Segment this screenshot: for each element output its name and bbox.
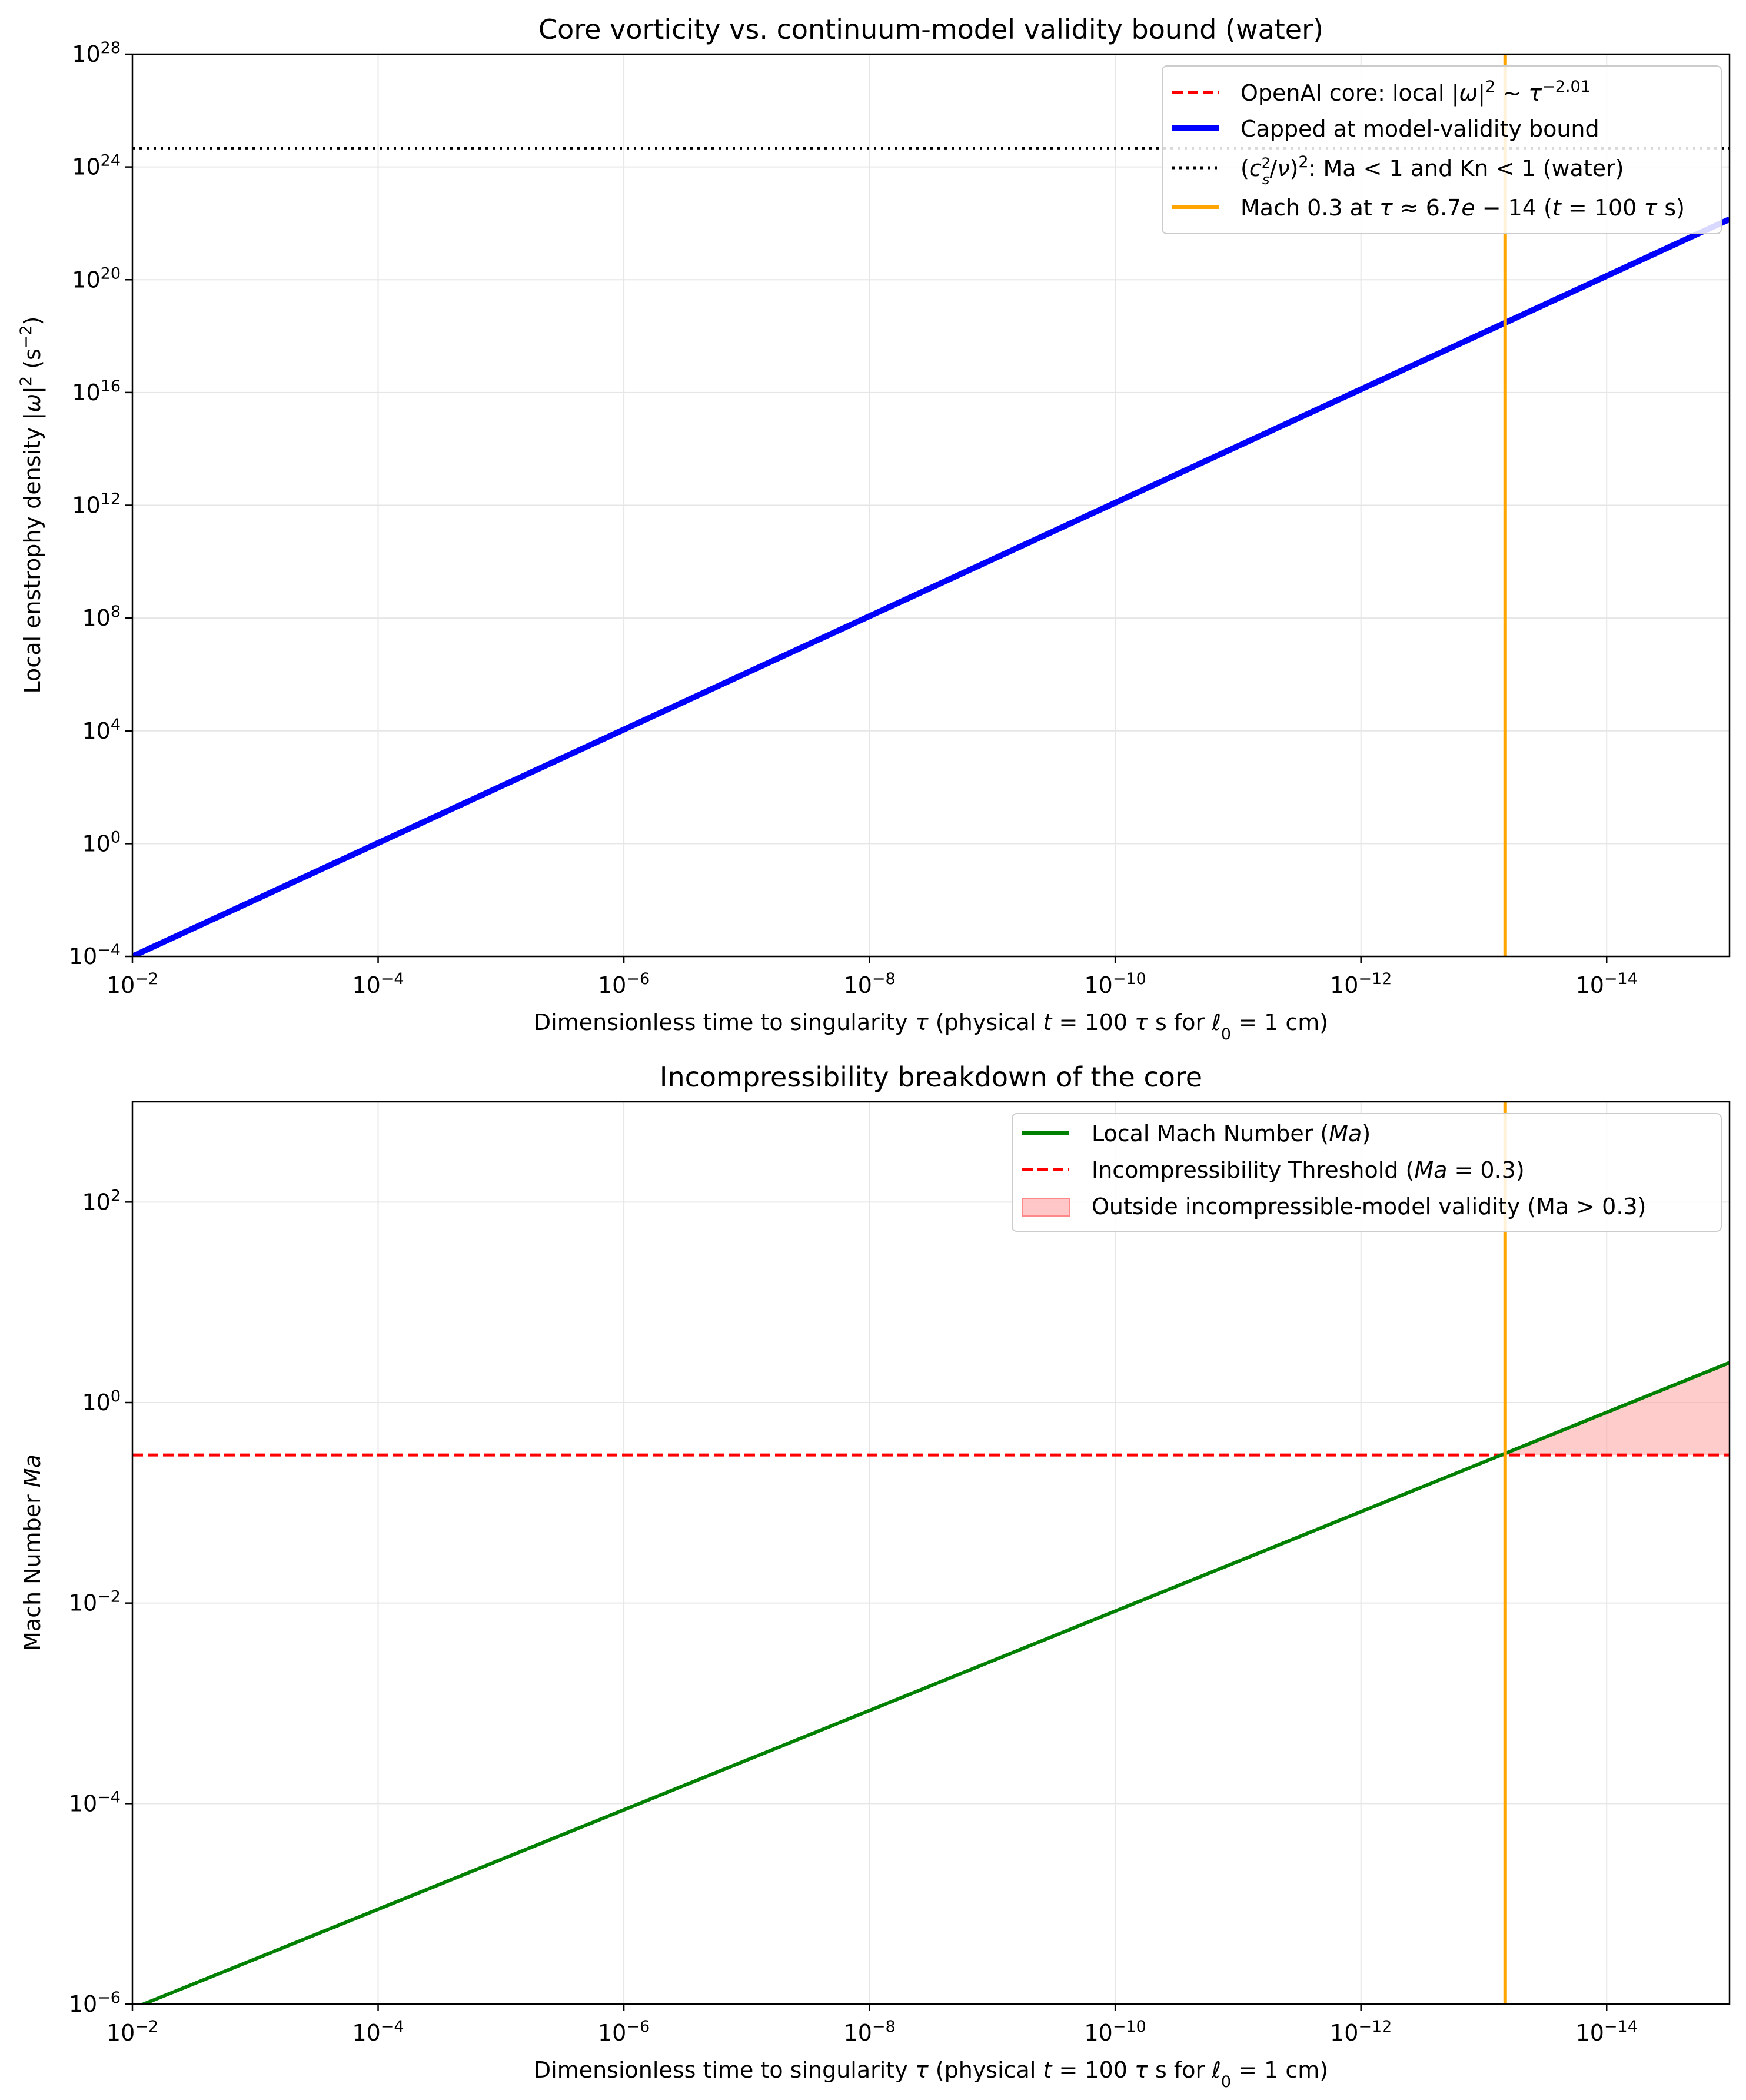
x-tick-label: 10−10 <box>1084 970 1146 999</box>
legend-item: Incompressibility Threshold (Ma = 0.3) <box>1022 1157 1525 1183</box>
y-tick-label: 102 <box>82 1187 121 1215</box>
y-tick-label: 108 <box>82 603 121 632</box>
x-tick-label: 10−8 <box>844 2018 896 2046</box>
legend-item: Capped at model-validity bound <box>1172 116 1599 142</box>
series-line-solid-thick <box>132 216 1730 956</box>
legend-item: (c2 s/ν)2: Ma < 1 and Kn < 1 (water) <box>1172 153 1624 188</box>
x-tick-label: 10−8 <box>844 970 896 999</box>
y-tick-label: 104 <box>82 715 121 744</box>
legend: Local Mach Number (Ma) Incompressibility… <box>1012 1113 1722 1232</box>
legend-box <box>1162 65 1722 234</box>
plot-area <box>132 1102 1730 2004</box>
y-axis-label: Mach Number Ma <box>19 1454 45 1651</box>
legend-label: Outside incompressible-model validity (M… <box>1092 1194 1646 1220</box>
y-tick-label: 1016 <box>72 377 121 406</box>
legend-item: OpenAI core: local |ω|2 ~ τ−2.01 <box>1172 78 1591 107</box>
legend-label: Mach 0.3 at τ ≈ 6.7e − 14 (t = 100 τ s) <box>1241 195 1685 221</box>
y-axis-label: Local enstrophy density |ω|2 (s−2) <box>17 317 46 694</box>
ticks: 10−2 10−4 10−6 10−8 10−10 10−12 10−1410−410010… <box>69 39 1638 999</box>
legend-item: Outside incompressible-model validity (M… <box>1022 1194 1646 1220</box>
chart-title: Core vorticity vs. continuum-model valid… <box>538 14 1323 45</box>
legend-box <box>1012 1113 1722 1232</box>
legend-label: Capped at model-validity bound <box>1241 116 1599 142</box>
chart-title: Incompressibility breakdown of the core <box>660 1061 1202 1093</box>
legend-label: Incompressibility Threshold (Ma = 0.3) <box>1092 1157 1525 1183</box>
y-tick-label: 100 <box>82 1387 121 1416</box>
mach-panel: 10−2 10−4 10−6 10−8 10−10 10−12 10−14 10−6 10−4 1… <box>19 1061 1731 2091</box>
series-line-solid <box>139 1361 1730 2004</box>
x-tick-label: 10−14 <box>1576 970 1638 999</box>
legend-label: Local Mach Number (Ma) <box>1092 1121 1371 1147</box>
legend-item: Mach 0.3 at τ ≈ 6.7e − 14 (t = 100 τ s) <box>1172 195 1685 221</box>
plot-frame <box>131 1101 1731 2005</box>
x-tick-label: 10−12 <box>1330 2018 1392 2046</box>
series-group <box>132 1102 1730 2004</box>
enstrophy-panel: 10−2 10−4 10−6 10−8 10−10 10−12 10−1410−410010… <box>17 14 1731 1044</box>
y-tick-label: 1020 <box>72 264 121 293</box>
x-tick-label: 10−4 <box>352 2018 404 2046</box>
x-axis-label: Dimensionless time to singularity τ (phy… <box>534 1009 1328 1044</box>
y-tick-label: 100 <box>82 828 121 857</box>
x-tick-label: 10−10 <box>1084 2018 1146 2046</box>
x-tick-label: 10−2 <box>107 2018 158 2046</box>
x-tick-label: 10−6 <box>598 2018 650 2046</box>
x-tick-label: 10−4 <box>352 970 404 999</box>
y-tick-label: 1012 <box>72 490 121 519</box>
legend-item: Local Mach Number (Ma) <box>1022 1121 1371 1147</box>
x-tick-label: 10−14 <box>1576 2018 1638 2046</box>
y-tick-label: 10−4 <box>69 941 121 970</box>
legend-swatch-fill <box>1022 1198 1070 1217</box>
legend-label: (c2 s/ν)2: Ma < 1 and Kn < 1 (water) <box>1241 153 1624 188</box>
y-tick-label: 10−6 <box>69 1989 121 2018</box>
x-tick-label: 10−2 <box>107 970 158 999</box>
legend-label: OpenAI core: local |ω|2 ~ τ−2.01 <box>1241 78 1591 107</box>
x-tick-label: 10−6 <box>598 970 650 999</box>
y-tick-label: 1024 <box>72 151 121 180</box>
y-tick-label: 1028 <box>72 39 121 68</box>
legend: OpenAI core: local |ω|2 ~ τ−2.01 Capped … <box>1162 65 1722 234</box>
ticks: 10−2 10−4 10−6 10−8 10−10 10−12 10−14 10−6 10−4 1… <box>69 1187 1638 2046</box>
y-tick-label: 10−4 <box>69 1788 121 1817</box>
x-axis-label: Dimensionless time to singularity τ (phy… <box>534 2057 1328 2091</box>
x-tick-label: 10−12 <box>1330 970 1392 999</box>
y-tick-label: 10−2 <box>69 1587 121 1616</box>
